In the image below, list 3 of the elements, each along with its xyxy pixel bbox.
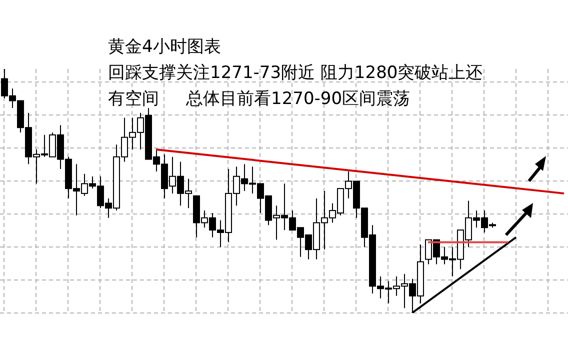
annotation: 回踩支撑关注1271-73附近 阻力1280突破站上还 (108, 62, 483, 85)
annotation: 有空间 总体目前看1270-90区间震荡 (108, 88, 412, 111)
chart-title: 黄金4小时图表 (108, 36, 222, 59)
